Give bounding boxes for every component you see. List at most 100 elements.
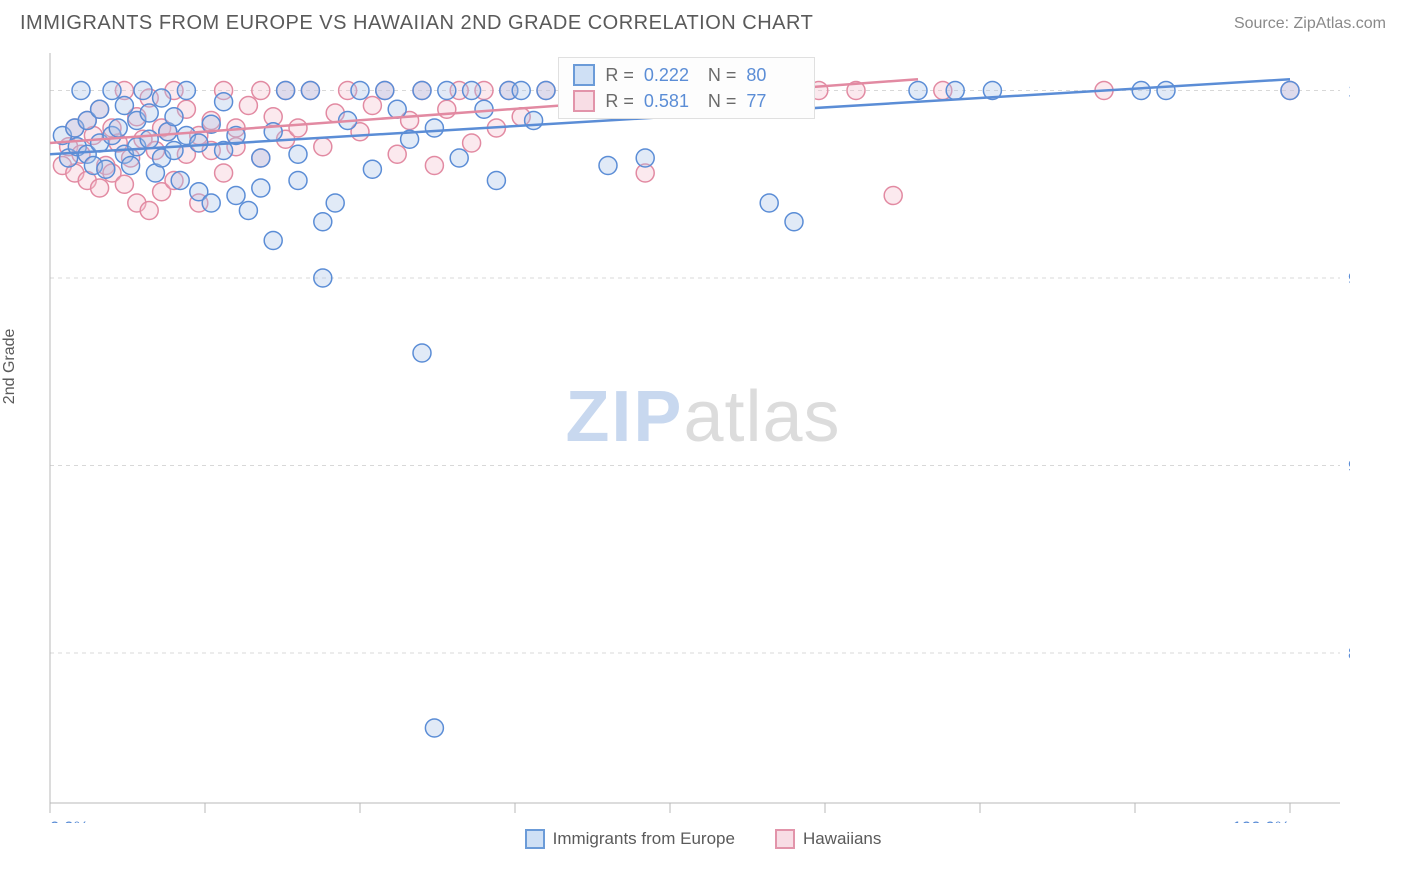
data-point — [363, 97, 381, 115]
data-point — [91, 100, 109, 118]
data-point — [1281, 82, 1299, 100]
data-point — [463, 134, 481, 152]
data-point — [177, 82, 195, 100]
y-tick-label: 85.0% — [1348, 644, 1350, 663]
data-point — [314, 213, 332, 231]
data-point — [599, 157, 617, 175]
data-point — [363, 160, 381, 178]
data-point — [425, 719, 443, 737]
data-point — [165, 142, 183, 160]
data-point — [115, 97, 133, 115]
data-point — [425, 157, 443, 175]
data-point — [289, 119, 307, 137]
data-point — [301, 82, 319, 100]
legend-swatch — [525, 829, 545, 849]
chart-container: 2nd Grade ZIPatlas 85.0%90.0%95.0%100.0%… — [20, 43, 1386, 823]
data-point — [314, 269, 332, 287]
legend-item[interactable]: Immigrants from Europe — [525, 829, 735, 849]
data-point — [109, 119, 127, 137]
data-point — [760, 194, 778, 212]
stats-row: R = 0.581 N = 77 — [559, 88, 814, 114]
data-point — [438, 82, 456, 100]
data-point — [1157, 82, 1175, 100]
data-point — [239, 202, 257, 220]
header: IMMIGRANTS FROM EUROPE VS HAWAIIAN 2ND G… — [0, 0, 1406, 43]
data-point — [425, 119, 443, 137]
data-point — [103, 82, 121, 100]
data-point — [202, 194, 220, 212]
data-point — [946, 82, 964, 100]
x-tick-label: 0.0% — [50, 818, 89, 823]
legend-swatch — [775, 829, 795, 849]
data-point — [215, 93, 233, 111]
data-point — [909, 82, 927, 100]
data-point — [97, 160, 115, 178]
data-point — [376, 82, 394, 100]
data-point — [115, 175, 133, 193]
data-point — [134, 82, 152, 100]
data-point — [91, 179, 109, 197]
stats-row: R = 0.222 N = 80 — [559, 62, 814, 88]
data-point — [475, 100, 493, 118]
data-point — [72, 82, 90, 100]
y-tick-label: 95.0% — [1348, 269, 1350, 288]
data-point — [277, 82, 295, 100]
data-point — [388, 145, 406, 163]
data-point — [388, 100, 406, 118]
data-point — [140, 104, 158, 122]
data-point — [289, 172, 307, 190]
stats-box: R = 0.222 N = 80 R = 0.581 N = 77 — [558, 57, 815, 119]
data-point — [140, 130, 158, 148]
source: Source: ZipAtlas.com — [1234, 15, 1386, 33]
data-point — [351, 82, 369, 100]
stats-swatch — [573, 64, 595, 86]
stats-n-value: 80 — [746, 65, 800, 86]
scatter-chart: 85.0% 90.0% 95.0% 100.0% 0.0% 100.0% — [20, 43, 1350, 823]
legend-label: Immigrants from Europe — [553, 829, 735, 849]
legend-label: Hawaiians — [803, 829, 881, 849]
data-point — [487, 172, 505, 190]
legend: Immigrants from Europe Hawaiians — [0, 829, 1406, 849]
data-point — [190, 134, 208, 152]
y-axis-label: 2nd Grade — [1, 329, 19, 405]
stats-swatch — [573, 90, 595, 112]
data-point — [450, 149, 468, 167]
data-point — [413, 82, 431, 100]
y-tick-label: 100.0% — [1348, 82, 1350, 101]
stats-r-label: R = — [605, 65, 634, 86]
data-point — [326, 194, 344, 212]
data-point — [289, 145, 307, 163]
data-point — [122, 157, 140, 175]
data-point — [264, 232, 282, 250]
data-point — [252, 82, 270, 100]
stats-r-label: R = — [605, 91, 634, 112]
data-point — [252, 149, 270, 167]
stats-n-value: 77 — [746, 91, 800, 112]
data-point — [1132, 82, 1150, 100]
data-point — [463, 82, 481, 100]
data-point — [884, 187, 902, 205]
data-point — [413, 344, 431, 362]
x-tick-label: 100.0% — [1232, 818, 1290, 823]
data-point — [140, 202, 158, 220]
y-tick-label: 90.0% — [1348, 457, 1350, 476]
source-label: Source: — [1234, 15, 1289, 32]
data-point — [314, 138, 332, 156]
stats-n-label: N = — [708, 65, 737, 86]
data-point — [215, 164, 233, 182]
data-point — [252, 179, 270, 197]
stats-r-value: 0.222 — [644, 65, 698, 86]
data-point — [512, 82, 530, 100]
data-point — [636, 149, 654, 167]
data-point — [227, 187, 245, 205]
source-link[interactable]: ZipAtlas.com — [1294, 15, 1386, 32]
stats-n-label: N = — [708, 91, 737, 112]
data-point — [785, 213, 803, 231]
data-point — [239, 97, 257, 115]
data-point — [165, 108, 183, 126]
data-point — [525, 112, 543, 130]
stats-r-value: 0.581 — [644, 91, 698, 112]
legend-item[interactable]: Hawaiians — [775, 829, 881, 849]
data-point — [537, 82, 555, 100]
data-point — [171, 172, 189, 190]
